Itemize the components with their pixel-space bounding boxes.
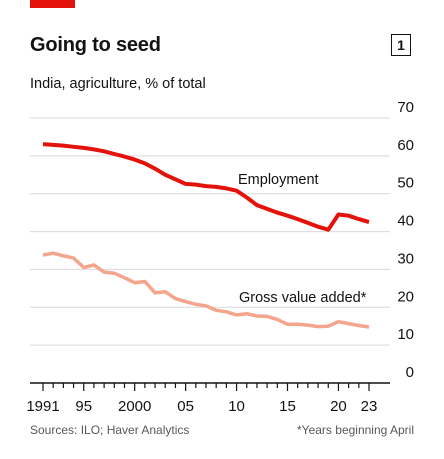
source-note: Sources: ILO; Haver Analytics: [30, 423, 190, 437]
series-labels: Employment Gross value added*: [238, 172, 367, 306]
x-tick-label-2000: 2000: [118, 398, 151, 415]
y-tick-label-30: 30: [397, 250, 414, 267]
series-label-gross-value-added: Gross value added*: [239, 290, 367, 306]
footnote: *Years beginning April: [297, 423, 414, 437]
series-lines: [42, 142, 370, 329]
x-tick-label-2005: 05: [177, 398, 194, 415]
x-tick-label-1991: 1991: [26, 398, 59, 415]
x-tick-label-2015: 15: [279, 398, 296, 415]
chart-subtitle: India, agriculture, % of total: [30, 76, 206, 92]
gridlines: [30, 117, 390, 346]
series-label-employment: Employment: [238, 172, 319, 188]
gross-value-added-line: [42, 251, 370, 329]
y-tick-label-70: 70: [397, 99, 414, 116]
accent-bar: [30, 0, 75, 8]
y-tick-label-0: 0: [406, 364, 414, 381]
chart-title: Going to seed: [30, 34, 161, 56]
x-tick-label-2023: 23: [361, 398, 378, 415]
y-axis-ticks: 0 10 20 30 40 50 60 70: [397, 99, 414, 381]
y-tick-label-50: 50: [397, 175, 414, 192]
chart-number-badge: 1: [391, 34, 411, 56]
y-tick-label-20: 20: [397, 288, 414, 305]
x-axis: 1991 95 2000 05 10 15 20 23: [26, 382, 390, 415]
y-tick-label-10: 10: [397, 326, 414, 343]
y-tick-label-40: 40: [397, 213, 414, 230]
employment-line: [42, 142, 370, 232]
x-tick-label-1995: 95: [75, 398, 92, 415]
x-tick-label-2020: 20: [330, 398, 347, 415]
x-tick-label-2010: 10: [228, 398, 245, 415]
y-tick-label-60: 60: [397, 137, 414, 154]
